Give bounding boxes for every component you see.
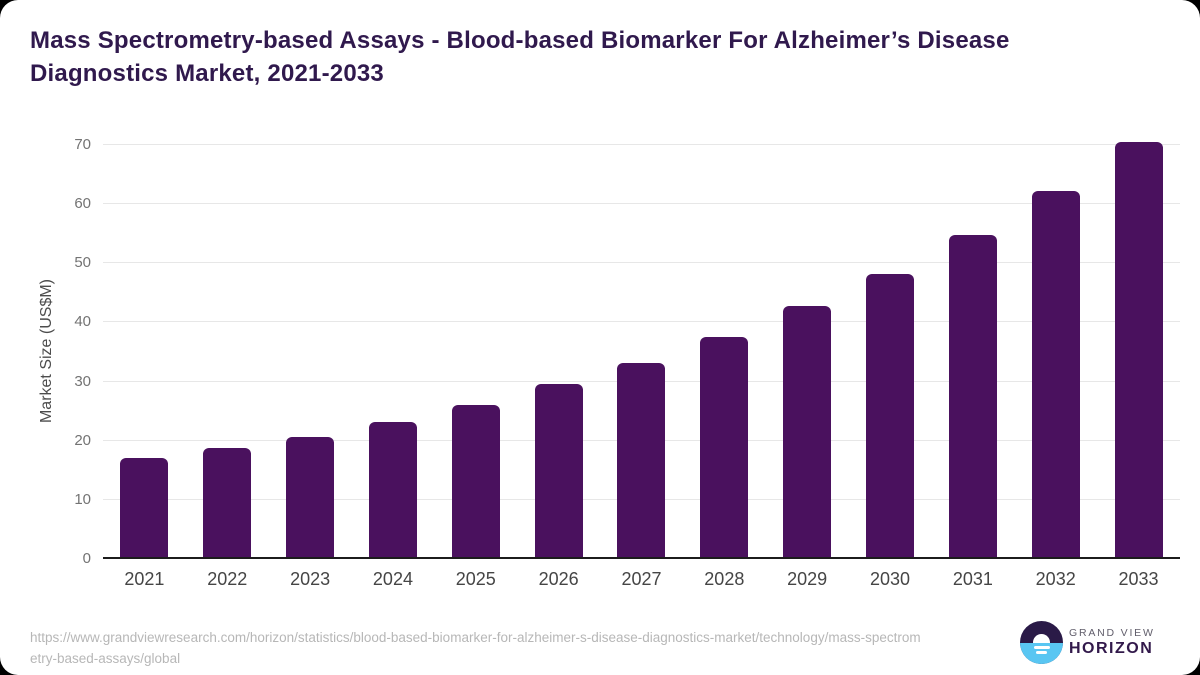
bar-column-2023 bbox=[269, 133, 352, 559]
x-label-2026: 2026 bbox=[538, 569, 579, 589]
x-label-2031: 2031 bbox=[952, 569, 993, 589]
bar-column-2022 bbox=[186, 133, 269, 559]
plot-area bbox=[103, 133, 1180, 559]
bar-column-2029 bbox=[766, 133, 849, 559]
bar-column-2032 bbox=[1014, 133, 1097, 559]
source-url: https://www.grandviewresearch.com/horizo… bbox=[30, 630, 921, 666]
bar-column-2021 bbox=[103, 133, 186, 559]
bar-2023 bbox=[286, 436, 335, 559]
x-label-2021: 2021 bbox=[124, 569, 165, 589]
bar-2022 bbox=[203, 447, 252, 559]
y-tick-label-50: 50 bbox=[74, 254, 91, 272]
y-tick-label-60: 60 bbox=[74, 195, 91, 212]
brand-name-top: GRAND VIEW bbox=[1069, 627, 1155, 639]
bar-2024 bbox=[368, 422, 417, 559]
brand-name-bottom: HORIZON bbox=[1069, 640, 1154, 657]
bar-2031 bbox=[948, 235, 997, 559]
bar-2032 bbox=[1031, 190, 1080, 559]
grand-view-horizon-logo-icon bbox=[1020, 621, 1063, 664]
x-axis-labels: 2021 2022 2023 2024 2025 2026 2027 2028 2029 2030… bbox=[103, 569, 1180, 590]
page-title-line2: Diagnostics Market, 2021-2033 bbox=[30, 60, 384, 87]
x-label-2024: 2024 bbox=[372, 569, 413, 589]
bar-series bbox=[103, 133, 1180, 559]
bar-column-2026 bbox=[517, 133, 600, 559]
y-tick-label-10: 10 bbox=[74, 490, 91, 508]
brand-logo: GRAND VIEW HORIZON bbox=[1020, 621, 1185, 665]
bar-2029 bbox=[783, 306, 832, 559]
x-label-2030: 2030 bbox=[869, 569, 911, 589]
x-label-2033: 2033 bbox=[1118, 569, 1159, 589]
bar-2021 bbox=[120, 457, 169, 559]
gridline-60 bbox=[103, 203, 1180, 204]
bar-2025 bbox=[451, 404, 500, 559]
y-tick-label-40: 40 bbox=[74, 313, 91, 331]
bar-column-2025 bbox=[434, 133, 517, 559]
x-label-2025: 2025 bbox=[455, 569, 496, 589]
y-tick-label-30: 30 bbox=[74, 372, 91, 390]
page-title-line1: Mass Spectrometry-based Assays - Blood-b… bbox=[30, 27, 1010, 54]
bar-2027 bbox=[617, 362, 666, 559]
y-tick-label-0: 0 bbox=[82, 550, 91, 567]
bar-column-2024 bbox=[352, 133, 435, 559]
y-axis-tick-labels: 0 10 20 30 40 50 60 70 bbox=[48, 133, 91, 567]
logo-reflection-line bbox=[1036, 651, 1047, 654]
x-label-2027: 2027 bbox=[621, 569, 662, 589]
x-label-2022: 2022 bbox=[207, 569, 248, 589]
x-label-2029: 2029 bbox=[787, 569, 828, 589]
x-label-2032: 2032 bbox=[1035, 569, 1076, 589]
bar-2033 bbox=[1114, 141, 1163, 559]
bar-2028 bbox=[700, 336, 749, 559]
x-label-2028: 2028 bbox=[704, 569, 745, 589]
gridline-50 bbox=[103, 262, 1180, 264]
y-tick-label-70: 70 bbox=[74, 135, 91, 153]
bar-column-2033 bbox=[1097, 133, 1180, 559]
bar-column-2027 bbox=[600, 133, 683, 559]
bar-column-2031 bbox=[931, 133, 1014, 559]
gridline-70 bbox=[103, 143, 1180, 145]
bar-column-2028 bbox=[683, 133, 766, 559]
bar-2030 bbox=[866, 273, 915, 559]
x-label-2023: 2023 bbox=[290, 569, 331, 589]
bar-2026 bbox=[534, 384, 583, 559]
x-axis-line bbox=[103, 557, 1180, 559]
gridline-40 bbox=[103, 321, 1180, 323]
bar-column-2030 bbox=[849, 133, 932, 559]
page-title: Mass Spectrometry-based Assays - Blood-b… bbox=[30, 24, 1180, 90]
logo-reflection-line bbox=[1033, 645, 1050, 649]
y-tick-label-20: 20 bbox=[74, 431, 91, 449]
